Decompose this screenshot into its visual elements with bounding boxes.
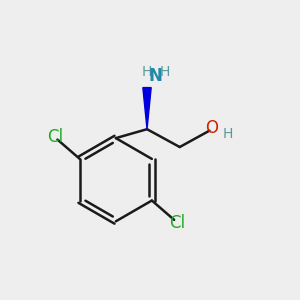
Text: Cl: Cl [169, 214, 185, 232]
Text: H: H [223, 127, 233, 141]
Text: H: H [142, 65, 152, 79]
Text: N: N [148, 67, 162, 85]
Polygon shape [143, 88, 151, 129]
Text: H: H [160, 65, 170, 79]
Text: Cl: Cl [47, 128, 63, 146]
Text: O: O [205, 119, 218, 137]
